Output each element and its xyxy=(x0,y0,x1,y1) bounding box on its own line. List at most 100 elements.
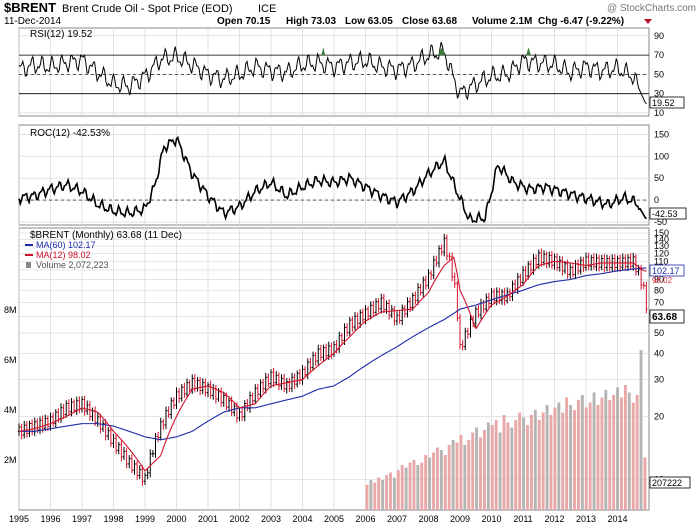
roc-tick-label: 150 xyxy=(654,129,669,139)
x-tick-label: 2000 xyxy=(166,514,186,524)
x-tick-label: 2001 xyxy=(198,514,218,524)
volume-bar xyxy=(526,425,529,510)
ma60-legend: MA(60) 102.17 xyxy=(36,240,96,250)
roc-tick-label: 100 xyxy=(654,151,669,161)
rsi-overbought-fill xyxy=(321,47,326,56)
volume-bar xyxy=(381,480,385,510)
rsi-overbought-fill xyxy=(437,47,446,56)
rsi-overbought-fill xyxy=(526,47,531,56)
volume-legend: Volume 2,072,223 xyxy=(36,260,109,270)
price-tick-label: 80 xyxy=(654,285,664,295)
volume-bar xyxy=(623,385,627,510)
open-value: Open 70.15 xyxy=(217,16,271,27)
roc-title: ROC(12) -42.53% xyxy=(30,128,110,139)
x-tick-label: 1998 xyxy=(103,514,123,524)
watermark: @ StockCharts.com xyxy=(607,3,696,14)
volume-bar xyxy=(616,387,620,510)
ma12-line xyxy=(18,256,647,472)
volume-bar xyxy=(569,405,573,510)
x-tick-label: 1996 xyxy=(40,514,60,524)
volume-tick-label: 6M xyxy=(4,355,17,365)
grid-lines xyxy=(18,28,649,510)
roc-tick-label: -50 xyxy=(654,217,667,227)
price-tick-label: 140 xyxy=(654,234,669,244)
volume-bar xyxy=(475,427,479,510)
volume-bar xyxy=(635,395,639,510)
x-tick-label: 2008 xyxy=(418,514,438,524)
volume-bar xyxy=(432,452,435,510)
roc-tick-label: 0 xyxy=(654,195,659,205)
volume-bar xyxy=(365,485,369,510)
volume-bar xyxy=(592,392,596,510)
price-tick-label: 50 xyxy=(654,328,664,338)
volume-bar xyxy=(557,402,561,510)
volume-bar xyxy=(537,420,541,510)
volume-bar xyxy=(408,462,412,510)
volume-bar xyxy=(549,415,553,510)
volume-bar xyxy=(471,432,475,510)
volume-bar xyxy=(420,462,424,510)
volume-bar xyxy=(596,405,600,510)
ma60-line xyxy=(19,267,647,441)
volume-bar xyxy=(627,392,631,510)
volume-bar xyxy=(435,447,439,510)
volume-bar xyxy=(608,400,612,510)
volume-bar xyxy=(510,427,514,510)
volume-bar xyxy=(443,455,447,510)
volume-bar xyxy=(486,422,490,510)
x-tick-label: 2010 xyxy=(481,514,501,524)
volume-bar xyxy=(600,397,604,510)
volume-bar xyxy=(424,455,428,510)
volume-bar xyxy=(412,460,416,510)
roc-tick-label: 50 xyxy=(654,173,664,183)
roc-series xyxy=(18,135,649,224)
volume-bar xyxy=(467,440,471,510)
volume-bars xyxy=(365,350,647,510)
rsi-title: RSI(12) 19.52 xyxy=(30,29,93,40)
chart-exchange: ICE xyxy=(258,3,276,15)
close-value: Close 63.68 xyxy=(402,16,457,27)
x-tick-label: 2009 xyxy=(450,514,470,524)
ma12-legend: MA(12) 98.02 xyxy=(36,250,91,260)
volume-bar xyxy=(506,422,510,510)
volume-bar xyxy=(377,477,381,510)
volume-bar xyxy=(392,477,396,510)
volume-bar xyxy=(385,475,388,510)
volume-bar xyxy=(620,397,623,510)
volume-bar xyxy=(541,412,545,510)
volume-bar xyxy=(396,470,400,510)
price-tick-label: 70 xyxy=(654,297,664,307)
volume-bar xyxy=(580,395,584,510)
volume-bar xyxy=(514,420,518,510)
ma60-last-value: 102.17 xyxy=(652,266,680,276)
chart-symbol: $BRENT xyxy=(4,0,56,15)
roc-last-value: -42.53 xyxy=(652,209,678,219)
volume-bar xyxy=(573,410,576,510)
volume-bar xyxy=(404,467,408,510)
price-tick-label: 120 xyxy=(654,248,669,258)
high-value: High 73.03 xyxy=(286,16,336,27)
volume-bar xyxy=(455,442,459,510)
ma60-last-tag xyxy=(649,264,685,277)
x-tick-label: 2014 xyxy=(607,514,627,524)
volume-bar xyxy=(533,410,537,510)
x-tick-label: 2002 xyxy=(229,514,249,524)
volume-bar xyxy=(553,407,557,510)
rsi-tick-label: 30 xyxy=(654,89,664,99)
rsi-tick-label: 90 xyxy=(654,31,664,41)
chart-name: Brent Crude Oil - Spot Price (EOD) xyxy=(62,3,233,15)
volume-bar xyxy=(529,415,533,510)
volume-tick-label: 2M xyxy=(4,455,17,465)
volume-bar xyxy=(459,435,463,510)
volume-bar xyxy=(561,412,565,510)
x-tick-label: 2011 xyxy=(513,514,532,524)
rsi-last-tag xyxy=(649,96,685,109)
price-last-tag xyxy=(649,309,685,324)
x-tick-label: 2012 xyxy=(544,514,564,524)
volume-bar xyxy=(479,437,482,510)
volume-bar xyxy=(604,390,608,510)
volume-bar xyxy=(612,395,616,510)
x-tick-label: 2003 xyxy=(261,514,281,524)
price-last-value: 63.68 xyxy=(652,312,677,323)
volume-bar xyxy=(639,350,643,510)
